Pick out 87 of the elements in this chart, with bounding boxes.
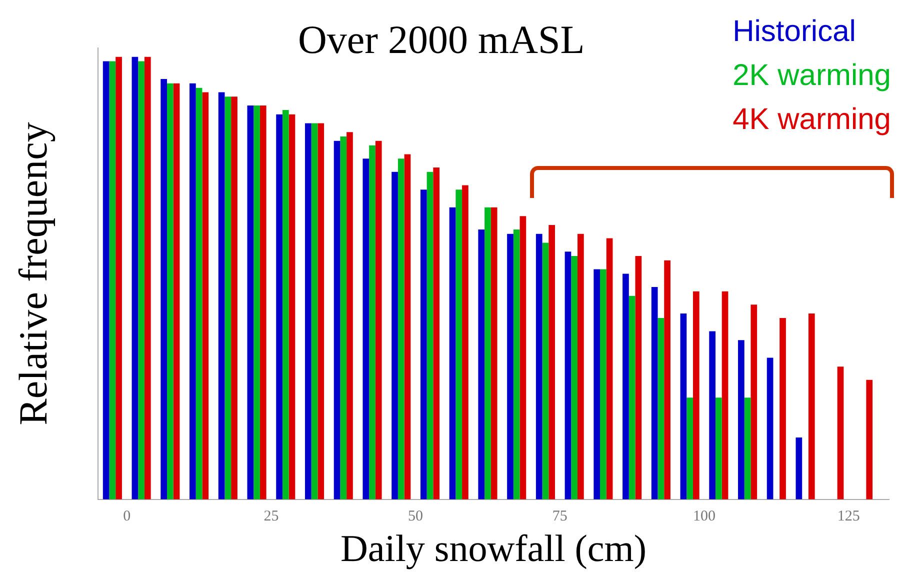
bar (231, 96, 238, 500)
bar (138, 61, 144, 500)
bar (628, 296, 636, 500)
y-axis-title: Relative frequency (10, 122, 56, 426)
bar (392, 172, 398, 500)
bar (808, 314, 815, 500)
bar (311, 123, 318, 500)
bar (520, 216, 526, 500)
bar (866, 380, 873, 500)
text: 4K warming (732, 102, 891, 138)
bar (340, 136, 347, 500)
bar (318, 123, 324, 500)
bar (571, 256, 578, 500)
x-tick-label: 50 (408, 508, 424, 524)
bar (478, 229, 485, 500)
bar (664, 260, 670, 500)
bar (766, 358, 774, 500)
bar (276, 114, 282, 500)
bar (716, 398, 722, 500)
bar (260, 106, 266, 500)
bar (404, 154, 411, 500)
bar (334, 140, 340, 500)
bar (744, 398, 751, 500)
bar (449, 207, 456, 500)
bar (282, 110, 289, 500)
bar (536, 234, 542, 500)
text: Historical (732, 14, 857, 50)
bar (202, 92, 209, 500)
bar (738, 340, 744, 500)
x-tick-label: 25 (264, 508, 279, 524)
bar (433, 167, 440, 500)
bar (166, 83, 174, 500)
bar (658, 318, 664, 500)
bar (722, 291, 728, 500)
bar (109, 61, 116, 500)
bar (606, 238, 613, 500)
bar (346, 132, 353, 500)
bar (796, 437, 802, 500)
bar (247, 106, 254, 500)
bar (254, 106, 260, 500)
bar (564, 252, 572, 500)
bar (750, 304, 758, 500)
bar (600, 269, 606, 500)
bar (224, 96, 232, 500)
bar (680, 314, 687, 500)
bar (635, 256, 642, 500)
bar (594, 269, 600, 500)
bar (513, 229, 520, 500)
bar (190, 83, 196, 500)
x-axis-title: Daily snowfall (cm) (340, 528, 647, 570)
bar (398, 158, 404, 500)
bar (362, 158, 370, 500)
bar (375, 140, 382, 500)
bar (622, 274, 629, 500)
bar (780, 318, 786, 500)
bar (288, 114, 296, 500)
bar (173, 83, 180, 500)
bar (490, 207, 498, 500)
bar (484, 207, 491, 500)
bar (196, 88, 202, 500)
bar (686, 398, 693, 500)
x-tick-label: 75 (552, 508, 568, 524)
bar (116, 56, 122, 500)
bar (692, 291, 700, 500)
bar (456, 190, 462, 500)
bar (369, 145, 376, 500)
bar (144, 56, 151, 500)
bar (548, 225, 555, 500)
bar (578, 234, 584, 500)
text: 2K warming (732, 58, 891, 94)
bar (542, 242, 549, 500)
bar (837, 366, 844, 500)
bar (709, 331, 716, 500)
bar (507, 234, 514, 500)
x-tick-label: 125 (837, 508, 860, 524)
bar (462, 185, 468, 500)
bar (102, 61, 110, 500)
x-tick-label: 100 (692, 508, 716, 524)
bar (426, 172, 434, 500)
bar (218, 92, 225, 500)
x-tick-label: 0 (123, 508, 131, 524)
bar (132, 56, 138, 500)
chart-title: Over 2000 mASL (298, 16, 585, 63)
bar (420, 190, 427, 500)
bar (304, 123, 312, 500)
bar (651, 286, 658, 500)
bar (160, 78, 167, 500)
